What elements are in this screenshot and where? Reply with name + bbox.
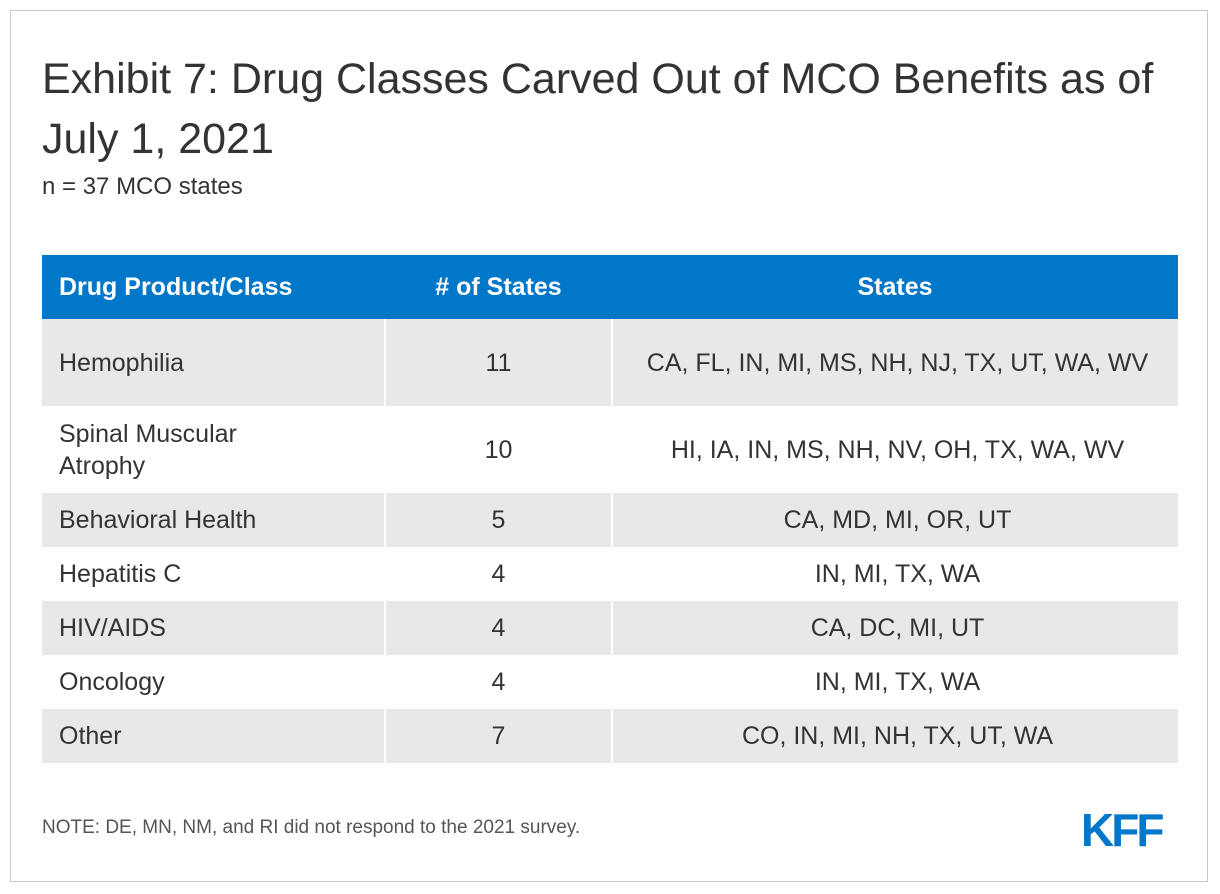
- drug-class-cell: Oncology: [42, 655, 386, 709]
- column-header-states: States: [612, 255, 1178, 319]
- states-cell: CA, FL, IN, MI, MS, NH, NJ, TX, UT, WA, …: [612, 319, 1178, 406]
- table-row: HIV/AIDS 4 CA, DC, MI, UT: [42, 601, 1178, 655]
- states-cell: CO, IN, MI, NH, TX, UT, WA: [612, 709, 1178, 763]
- state-count-cell: 4: [385, 655, 613, 709]
- table-row: Behavioral Health 5 CA, MD, MI, OR, UT: [42, 493, 1178, 547]
- table-row: Spinal Muscular Atrophy 10 HI, IA, IN, M…: [42, 406, 1178, 493]
- drug-class-table: Drug Product/Class # of States States He…: [42, 255, 1178, 763]
- state-count-cell: 4: [385, 601, 613, 655]
- column-header-drug-class: Drug Product/Class: [42, 255, 385, 319]
- drug-class-cell: Hepatitis C: [42, 547, 386, 601]
- table-row: Other 7 CO, IN, MI, NH, TX, UT, WA: [42, 709, 1178, 763]
- states-cell: CA, DC, MI, UT: [612, 601, 1178, 655]
- states-cell: IN, MI, TX, WA: [612, 547, 1178, 601]
- table-header-row: Drug Product/Class # of States States: [42, 255, 1178, 319]
- source-note: NOTE: DE, MN, NM, and RI did not respond…: [42, 817, 581, 838]
- drug-class-cell: Spinal Muscular Atrophy: [42, 406, 386, 493]
- drug-class-cell: Behavioral Health: [42, 493, 386, 547]
- chart-title: Exhibit 7: Drug Classes Carved Out of MC…: [42, 55, 1154, 163]
- drug-class-cell: Hemophilia: [42, 319, 386, 406]
- state-count-cell: 4: [385, 547, 613, 601]
- state-count-cell: 11: [385, 319, 613, 406]
- state-count-cell: 10: [385, 406, 613, 493]
- drug-class-cell: HIV/AIDS: [42, 601, 386, 655]
- drug-class-cell: Other: [42, 709, 386, 763]
- states-cell: IN, MI, TX, WA: [612, 655, 1178, 709]
- exhibit-frame: Exhibit 7: Drug Classes Carved Out of MC…: [10, 10, 1208, 882]
- table-row: Hepatitis C 4 IN, MI, TX, WA: [42, 547, 1178, 601]
- column-header-state-count: # of States: [385, 255, 612, 319]
- chart-subtitle: n = 37 MCO states: [42, 173, 243, 200]
- states-cell: CA, MD, MI, OR, UT: [612, 493, 1178, 547]
- table-row: Oncology 4 IN, MI, TX, WA: [42, 655, 1178, 709]
- table-row: Hemophilia 11 CA, FL, IN, MI, MS, NH, NJ…: [42, 319, 1178, 406]
- state-count-cell: 7: [385, 709, 613, 763]
- kff-logo: KFF: [1081, 804, 1164, 856]
- state-count-cell: 5: [385, 493, 613, 547]
- states-cell: HI, IA, IN, MS, NH, NV, OH, TX, WA, WV: [612, 406, 1178, 493]
